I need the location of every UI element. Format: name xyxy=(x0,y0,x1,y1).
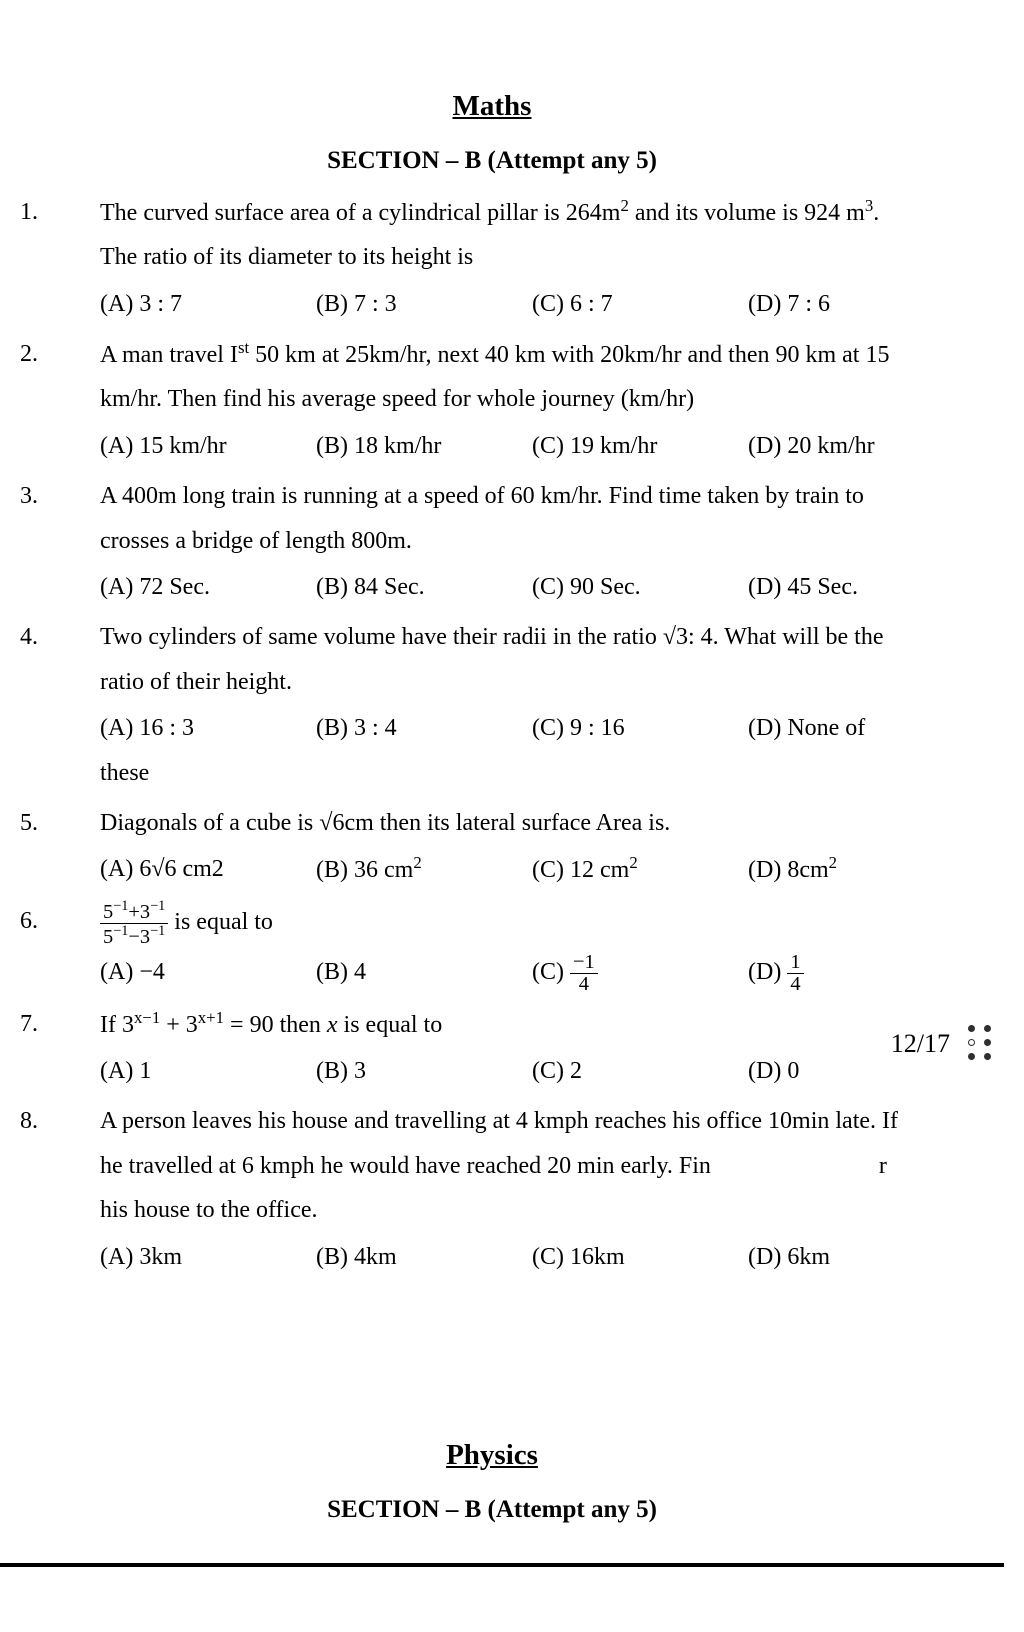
option: (C) 12 cm2 xyxy=(532,847,748,892)
question-text: Diagonals of a cube is √6cm then its lat… xyxy=(100,801,964,845)
option: (C) 90 Sec. xyxy=(532,565,748,609)
option: (A) 1 xyxy=(100,1049,316,1093)
options-row: (A) 3 : 7(B) 7 : 3(C) 6 : 7(D) 7 : 6 xyxy=(100,282,964,326)
option: (B) 18 km/hr xyxy=(316,424,532,468)
question: 3. A 400m long train is running at a spee… xyxy=(20,474,964,609)
section-header-maths: SECTION – B (Attempt any 5) xyxy=(20,138,964,184)
divider xyxy=(0,1563,1004,1567)
question-number: 1. xyxy=(20,190,60,234)
question: 4. Two cylinders of same volume have thei… xyxy=(20,615,964,795)
option: (A) −4 xyxy=(100,950,316,995)
option: (A) 16 : 3 xyxy=(100,706,316,750)
option: (B) 7 : 3 xyxy=(316,282,532,326)
option: (B) 4 xyxy=(316,950,532,995)
option: (B) 36 cm2 xyxy=(316,847,532,892)
question-text: 5−1+3−15−1−3−1 is equal to xyxy=(100,899,964,948)
question-text: A person leaves his house and travelling… xyxy=(100,1099,964,1143)
option: (D) 8cm2 xyxy=(748,847,964,892)
option: (D) 7 : 6 xyxy=(748,282,964,326)
question-text: crosses a bridge of length 800m. xyxy=(100,519,964,563)
option: (D) 14 xyxy=(748,950,964,995)
options-row: (A) 3km(B) 4km(C) 16km(D) 6km xyxy=(100,1235,964,1279)
question-number: 2. xyxy=(20,332,60,376)
question-text: ratio of their height. xyxy=(100,660,964,704)
question-text: his house to the office. xyxy=(100,1188,964,1232)
question-text: The curved surface area of a cylindrical… xyxy=(100,190,964,235)
question: 7. If 3x−1 + 3x+1 = 90 then x is equal to… xyxy=(20,1002,964,1094)
question-number: 8. xyxy=(20,1099,60,1143)
question-text: A 400m long train is running at a speed … xyxy=(100,474,964,518)
option: (C) −14 xyxy=(532,950,748,995)
question: 6.5−1+3−15−1−3−1 is equal to(A) −4(B) 4(… xyxy=(20,899,964,996)
question-text: The ratio of its diameter to its height … xyxy=(100,235,964,279)
question-text: Two cylinders of same volume have their … xyxy=(100,615,964,659)
question-number: 4. xyxy=(20,615,60,659)
question-number: 5. xyxy=(20,801,60,845)
question: 8. A person leaves his house and travelli… xyxy=(20,1099,964,1279)
question-text: km/hr. Then find his average speed for w… xyxy=(100,377,964,421)
option: (D) None of xyxy=(748,706,964,750)
options-row: (A) 1(B) 3(C) 2(D) 0 xyxy=(100,1049,964,1093)
question-number: 3. xyxy=(20,474,60,518)
question-text: these xyxy=(100,751,964,795)
pager-text: 12/17 xyxy=(891,1020,950,1068)
question-text: A man travel Ist 50 km at 25km/hr, next … xyxy=(100,332,964,377)
question-number: 6. xyxy=(20,899,60,943)
option: (A) 3km xyxy=(100,1235,316,1279)
options-row: (A) −4(B) 4(C) −14(D) 14 xyxy=(100,950,964,995)
option: (C) 6 : 7 xyxy=(532,282,748,326)
option: (A) 15 km/hr xyxy=(100,424,316,468)
options-row: (A) 16 : 3(B) 3 : 4(C) 9 : 16(D) None of xyxy=(100,706,964,750)
question: 2. A man travel Ist 50 km at 25km/hr, nex… xyxy=(20,332,964,468)
question: 5. Diagonals of a cube is √6cm then its l… xyxy=(20,801,964,893)
options-row: (A) 6√6 cm2(B) 36 cm2(C) 12 cm2(D) 8cm2 xyxy=(100,847,964,892)
thumbnail-dots-icon[interactable] xyxy=(968,1025,994,1063)
option: (C) 2 xyxy=(532,1049,748,1093)
question: 1. The curved surface area of a cylindric… xyxy=(20,190,964,326)
option: (B) 3 xyxy=(316,1049,532,1093)
option: (D) 20 km/hr xyxy=(748,424,964,468)
option: (C) 19 km/hr xyxy=(532,424,748,468)
page-indicator: 12/17 xyxy=(891,1020,994,1068)
subject-title-maths: Maths xyxy=(20,80,964,134)
option: (D) 45 Sec. xyxy=(748,565,964,609)
option: (B) 84 Sec. xyxy=(316,565,532,609)
options-row: (A) 72 Sec.(B) 84 Sec.(C) 90 Sec.(D) 45 … xyxy=(100,565,964,609)
subject-title-physics: Physics xyxy=(20,1429,964,1483)
option: (A) 3 : 7 xyxy=(100,282,316,326)
option: (A) 6√6 cm2 xyxy=(100,847,316,892)
question-text: If 3x−1 + 3x+1 = 90 then x is equal to xyxy=(100,1002,964,1047)
options-row: (A) 15 km/hr(B) 18 km/hr(C) 19 km/hr(D) … xyxy=(100,424,964,468)
question-number: 7. xyxy=(20,1002,60,1046)
option: (C) 16km xyxy=(532,1235,748,1279)
option: (C) 9 : 16 xyxy=(532,706,748,750)
option: (B) 3 : 4 xyxy=(316,706,532,750)
option: (D) 6km xyxy=(748,1235,964,1279)
option: (B) 4km xyxy=(316,1235,532,1279)
section-header-physics: SECTION – B (Attempt any 5) xyxy=(20,1487,964,1533)
question-text: he travelled at 6 kmph he would have rea… xyxy=(100,1144,964,1188)
option: (A) 72 Sec. xyxy=(100,565,316,609)
